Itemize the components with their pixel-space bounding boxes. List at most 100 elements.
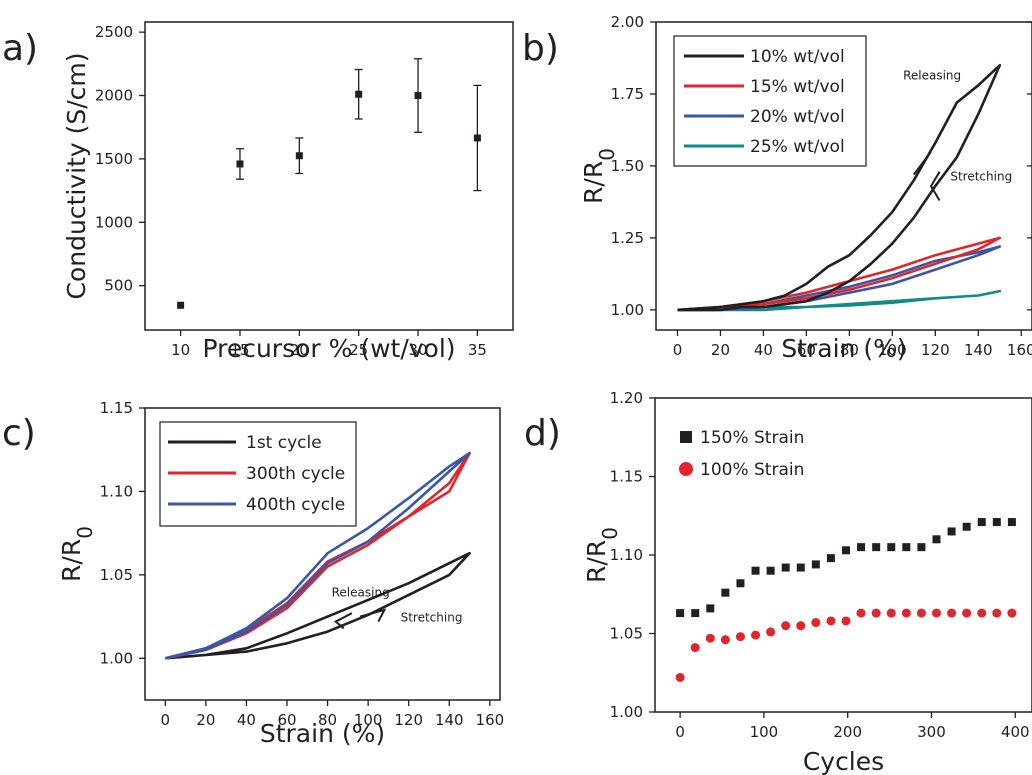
y-axis-label-sub: 0 [595, 148, 619, 161]
annotation-releasing: Releasing [903, 69, 961, 83]
data-point [871, 608, 881, 618]
y-axis-label-main: R/R [579, 161, 608, 204]
data-point [947, 527, 956, 536]
data-point [236, 160, 244, 168]
data-point [766, 627, 776, 637]
y-tick-label: 1500 [95, 150, 133, 168]
data-point [706, 604, 715, 613]
data-point [1007, 608, 1017, 618]
y-tick-label: 1.15 [610, 468, 643, 486]
data-point [735, 632, 745, 642]
legend-swatch [680, 431, 692, 443]
data-point [826, 616, 836, 626]
x-tick-label: 60 [277, 711, 296, 729]
y-axis-label-sub: 0 [598, 527, 622, 540]
data-point [690, 643, 700, 653]
x-axis-label: Cycles [803, 747, 884, 775]
chart-panel-4: d) 0 100 200 300 400 1.00 1.05 1.10 1.15 1.20 Cycle… [524, 389, 1032, 775]
data-point [473, 134, 481, 142]
annotation-releasing: Releasing [332, 586, 390, 600]
y-tick-label: 500 [104, 277, 133, 295]
legend-label: 300th cycle [246, 464, 345, 484]
arrow-stretching [929, 171, 941, 202]
data-point [676, 609, 685, 618]
data-point [796, 621, 806, 631]
panel-label: b) [522, 28, 559, 69]
x-tick-label: 30 [408, 341, 427, 359]
legend-box [673, 35, 867, 167]
data-point [886, 608, 896, 618]
data-point [766, 566, 775, 575]
x-tick-label: 10 [171, 341, 190, 359]
data-point [992, 518, 1001, 527]
x-tick-label: 100 [750, 723, 779, 741]
arrow-stretching [359, 608, 387, 623]
x-axis-label: Strain (%) [781, 334, 906, 363]
chart-panel-2: b) 0 20 40 60 80 100 120 140 160 1.00 1.25 1.50 1.75 2… [522, 13, 1032, 363]
y-tick-label: 1.00 [100, 649, 133, 667]
data-point [826, 554, 835, 563]
legend-label: 25% wt/vol [750, 137, 845, 157]
x-tick-label: 60 [797, 341, 816, 359]
x-tick-label: 40 [754, 341, 773, 359]
data-point [947, 608, 957, 618]
data-point [177, 301, 185, 309]
y-tick-label: 2500 [95, 23, 133, 41]
plot-frame [144, 21, 514, 331]
x-tick-label: 0 [673, 341, 683, 359]
data-point [781, 563, 790, 572]
plot-frame [655, 21, 1032, 331]
y-tick-label: 1.05 [610, 625, 643, 643]
chart-panel-3: c) 0 20 40 60 80 100 120 140 160 1.00 1.05 1.10 1.15 S… [2, 399, 504, 748]
panel-label: c) [2, 413, 36, 454]
data-point [811, 560, 820, 569]
chart-panel-1: a) 10 15 20 25 30 35 500 1000 1500 2000 2500 Precurs… [2, 21, 514, 363]
legend-label: 1st cycle [246, 433, 322, 453]
legend: 1st cycle 300th cycle 400th cycle [159, 421, 357, 527]
data-point [295, 152, 303, 160]
legend-label: 10% wt/vol [750, 47, 845, 67]
x-tick-label: 200 [833, 723, 862, 741]
data-point [977, 608, 987, 618]
arrow-releasing [333, 612, 353, 630]
x-tick-label: 160 [476, 711, 505, 729]
x-tick-label: 160 [1007, 341, 1032, 359]
y-axis-label: R/R0 [57, 526, 97, 582]
data-point [962, 608, 972, 618]
data-point [917, 543, 926, 552]
data-point [721, 588, 730, 597]
y-tick-label: 1.75 [611, 85, 644, 103]
x-tick-label: 35 [468, 341, 487, 359]
data-point [751, 566, 760, 575]
data-point [720, 635, 730, 645]
y-tick-label: 1.10 [610, 546, 643, 564]
x-tick-label: 100 [878, 341, 907, 359]
data-point [705, 633, 715, 643]
data-point [856, 608, 866, 618]
y-tick-label: 2000 [95, 87, 133, 105]
y-axis-label: R/R0 [579, 148, 619, 204]
data-point [931, 608, 941, 618]
x-tick-label: 300 [917, 723, 946, 741]
data-point [901, 608, 911, 618]
y-tick-label: 1.15 [100, 399, 133, 417]
x-axis-label: Precursor % (wt/vol) [202, 334, 455, 363]
data-point [355, 90, 363, 98]
data-point [916, 608, 926, 618]
x-tick-label: 140 [435, 711, 464, 729]
x-tick-label: 40 [237, 711, 256, 729]
data-point [1007, 518, 1016, 527]
data-point [872, 543, 881, 552]
x-tick-label: 120 [921, 341, 950, 359]
x-tick-label: 20 [196, 711, 215, 729]
data-point [962, 522, 971, 531]
annotation-stretching: Stretching [950, 169, 1012, 183]
y-axis-label-main: R/R [57, 539, 86, 582]
data-point [781, 621, 791, 631]
series-line-4 [677, 289, 1002, 312]
data-point [842, 546, 851, 555]
data-point [796, 563, 805, 572]
x-tick-label: 0 [675, 723, 685, 741]
series-line-1 [677, 63, 1002, 312]
data-point [751, 630, 761, 640]
